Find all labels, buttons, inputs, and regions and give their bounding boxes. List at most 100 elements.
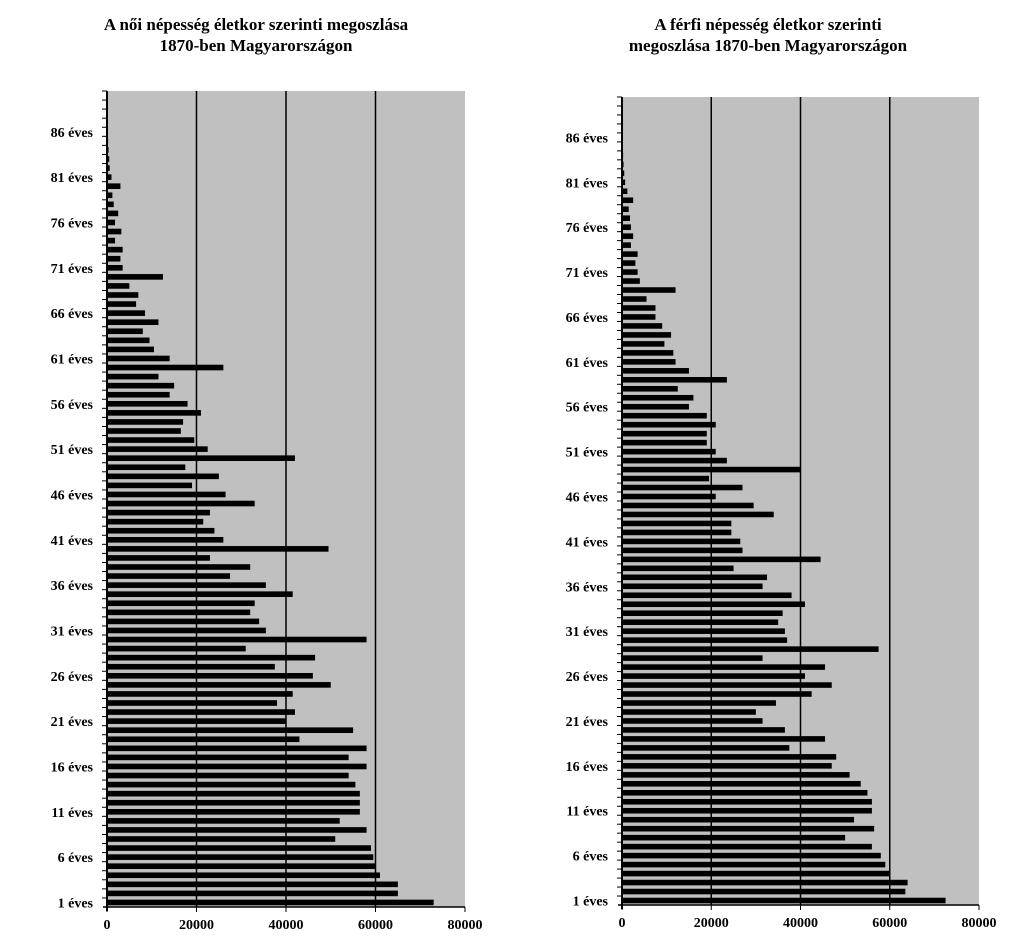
bar-age-3 <box>622 879 908 886</box>
bar-age-7 <box>107 845 372 851</box>
y-tick-label: 86 éves <box>51 126 94 141</box>
bar-age-17 <box>622 754 837 760</box>
bar-age-82 <box>622 170 625 177</box>
bar-age-54 <box>107 419 184 425</box>
bar-age-44 <box>107 509 210 516</box>
bar-age-78 <box>107 201 114 208</box>
bar-age-26 <box>622 673 805 679</box>
bar-age-15 <box>622 772 850 778</box>
bar-age-22 <box>622 709 756 715</box>
y-tick-label: 41 éves <box>566 535 609 550</box>
y-tick-label: 41 éves <box>51 534 94 549</box>
bar-age-69 <box>107 283 130 289</box>
bar-age-40 <box>622 547 743 554</box>
bar-age-10 <box>107 818 340 824</box>
bar-age-20 <box>107 727 354 734</box>
bar-age-58 <box>622 385 678 392</box>
bar-age-25 <box>622 682 832 688</box>
y-tick-label: 21 éves <box>566 715 609 730</box>
bar-age-19 <box>622 736 826 742</box>
bar-age-72 <box>622 260 636 266</box>
bar-age-37 <box>107 573 231 579</box>
bar-age-35 <box>107 591 293 598</box>
x-tick-label: 80000 <box>962 916 997 931</box>
bar-age-57 <box>622 394 694 401</box>
bar-age-36 <box>107 582 266 588</box>
x-tick-label: 20000 <box>694 916 729 931</box>
bar-age-70 <box>107 274 163 280</box>
bar-age-36 <box>622 583 763 590</box>
bar-age-68 <box>622 296 647 302</box>
bar-age-32 <box>107 618 260 625</box>
bar-age-13 <box>107 790 360 797</box>
bar-age-55 <box>622 412 707 419</box>
y-tick-label: 46 éves <box>51 488 94 503</box>
bar-age-24 <box>622 691 812 697</box>
y-tick-label: 6 éves <box>573 850 609 865</box>
bar-age-11 <box>107 808 360 815</box>
bar-age-61 <box>622 359 676 365</box>
bar-age-32 <box>622 619 779 625</box>
bar-age-30 <box>622 637 788 643</box>
bar-age-63 <box>622 341 665 347</box>
x-tick-label: 40000 <box>269 918 304 933</box>
bar-age-16 <box>622 763 832 769</box>
x-tick-label: 40000 <box>783 916 818 931</box>
bar-age-47 <box>107 482 193 489</box>
bar-age-18 <box>622 745 790 751</box>
bar-age-63 <box>107 337 150 344</box>
bar-age-47 <box>622 484 743 491</box>
bar-age-6 <box>107 854 374 860</box>
bar-age-54 <box>622 421 716 428</box>
bar-age-53 <box>622 430 707 437</box>
bar-age-6 <box>622 852 881 859</box>
bar-age-29 <box>107 645 246 652</box>
y-tick-label: 76 éves <box>51 216 94 231</box>
bar-age-23 <box>622 700 776 706</box>
y-tick-label: 1 éves <box>573 895 609 910</box>
bar-age-45 <box>107 500 255 507</box>
bar-age-72 <box>107 255 121 262</box>
bar-age-59 <box>107 373 159 380</box>
bar-age-9 <box>107 827 367 833</box>
bar-age-3 <box>107 881 398 888</box>
bar-age-5 <box>107 863 376 870</box>
bar-age-31 <box>107 627 266 634</box>
bar-age-9 <box>622 825 875 832</box>
bar-age-52 <box>107 437 195 443</box>
y-tick-label: 11 éves <box>566 805 608 820</box>
bar-age-55 <box>107 410 201 416</box>
y-tick-label: 61 éves <box>566 356 609 371</box>
bar-age-56 <box>107 400 188 407</box>
bar-age-38 <box>622 565 734 572</box>
bar-age-80 <box>107 183 121 190</box>
bar-age-73 <box>622 251 638 257</box>
bar-age-44 <box>622 511 774 518</box>
y-tick-label: 31 éves <box>51 624 94 639</box>
bar-age-77 <box>107 210 119 217</box>
bar-age-38 <box>107 564 251 570</box>
y-tick-label: 76 éves <box>566 221 609 236</box>
female-plot: 1 éves 6 éves 11 éves 16 éves 21 éves 26 éves… <box>51 90 483 933</box>
bar-age-2 <box>622 888 906 895</box>
bar-age-51 <box>107 446 208 452</box>
bar-age-30 <box>107 636 367 643</box>
bar-age-49 <box>107 464 186 471</box>
y-tick-label: 11 éves <box>51 806 93 821</box>
bar-age-53 <box>107 428 181 434</box>
male-chart: A férfi népesség életkor szerinti megosz… <box>512 0 1024 937</box>
bar-age-4 <box>107 872 380 879</box>
bar-age-27 <box>107 663 275 670</box>
y-tick-label: 26 éves <box>51 670 94 685</box>
bar-age-65 <box>107 319 159 326</box>
bar-age-35 <box>622 592 792 599</box>
bar-age-71 <box>107 264 123 271</box>
bar-age-42 <box>107 527 215 534</box>
bar-age-22 <box>107 709 295 715</box>
bar-age-64 <box>622 332 672 338</box>
y-tick-label: 6 éves <box>58 851 94 866</box>
bar-age-12 <box>622 798 872 805</box>
bar-age-49 <box>622 466 801 473</box>
bar-age-29 <box>622 646 879 652</box>
bar-age-23 <box>107 700 278 706</box>
